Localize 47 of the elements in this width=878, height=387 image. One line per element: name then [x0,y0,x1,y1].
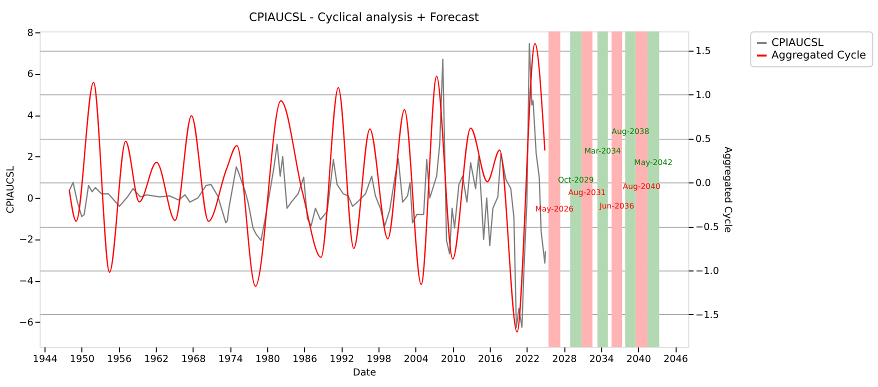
y-tick-label: −6 [19,318,34,329]
x-tick-label: 1956 [107,354,132,365]
x-tick-label: 1974 [218,354,243,365]
y-tick-label: 4 [27,110,34,122]
x-tick-label: 1950 [70,354,95,365]
legend-label: Aggregated Cycle [772,48,866,62]
x-tick-label: 2016 [478,354,503,365]
x-tick-label: 2010 [440,354,466,365]
chart-title: CPIAUCSL - Cyclical analysis + Forecast [249,10,480,24]
y2-tick-label: 0.0 [696,178,711,189]
x-tick-label: 2034 [589,354,614,365]
x-tick-label: 2028 [552,354,577,365]
x-tick-label: 1986 [292,354,318,365]
y-tick-label: 0 [27,193,34,204]
y2-tick-label: −0.5 [696,222,720,233]
x-tick-label: 2040 [626,354,651,365]
x-tick-label: 1980 [255,354,280,365]
x-axis-title: Date [352,368,376,379]
y2-axis-title: Aggregated Cycle [722,146,733,233]
x-tick-label: 1962 [144,354,169,365]
x-tick-label: 1992 [330,354,354,365]
x-tick-label: 2004 [404,354,428,365]
y-tick-label: −2 [19,234,34,246]
x-tick-label: 1998 [366,354,392,365]
band-label: Oct-2029 [558,175,594,184]
band-label: May-2042 [634,158,673,167]
y2-tick-label: 1.0 [696,90,711,102]
x-tick-label: 2046 [663,354,688,365]
band-label: May-2026 [535,204,574,214]
legend-label: CPIAUCSL [772,36,824,49]
y2-tick-label: −1.5 [696,310,720,321]
x-tick-label: 1968 [181,354,206,365]
x-tick-label: 2022 [515,354,540,365]
y-tick-label: −4 [19,276,34,288]
y-axis-title: CPIAUCSL [5,165,16,214]
y2-tick-label: 0.5 [696,134,711,146]
y-tick-label: 6 [27,69,34,80]
band-label: Aug-2038 [612,126,650,136]
y2-tick-label: −1.0 [696,266,720,277]
band-label: Aug-2031 [568,188,606,197]
band-label: Aug-2040 [622,182,660,192]
y-tick-label: 8 [27,28,34,39]
x-tick-label: 1944 [32,354,58,365]
band-label: Mar-2034 [584,146,621,156]
y2-tick-label: 1.5 [696,46,711,58]
band-label: Jun-2036 [598,202,634,211]
y-tick-label: 2 [27,152,34,163]
